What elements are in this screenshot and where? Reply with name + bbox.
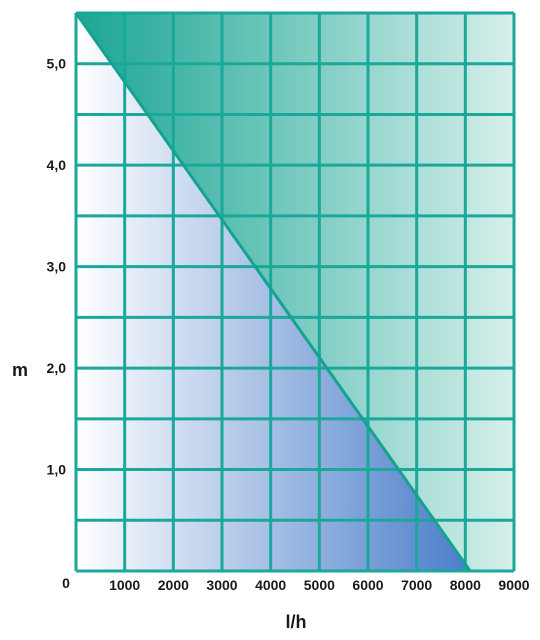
y-tick-label: 1,0 xyxy=(47,462,67,478)
x-axis-title: l/h xyxy=(286,612,307,632)
y-tick-label: 4,0 xyxy=(47,157,67,173)
y-axis-title: m xyxy=(12,360,28,380)
x-tick-label: 4000 xyxy=(255,577,286,593)
x-axis-ticks: 1000 2000 3000 4000 5000 6000 7000 8000 9000 xyxy=(109,577,530,593)
x-tick-label: 1000 xyxy=(109,577,140,593)
region-above-curve xyxy=(76,13,514,571)
x-tick-label: 7000 xyxy=(401,577,432,593)
y-tick-label: 2,0 xyxy=(47,360,67,376)
origin-label: 0 xyxy=(62,575,70,591)
x-tick-label: 2000 xyxy=(158,577,189,593)
x-tick-label: 8000 xyxy=(450,577,481,593)
grid xyxy=(74,11,516,573)
y-tick-label: 3,0 xyxy=(47,259,67,275)
performance-curve xyxy=(74,12,472,572)
area-layer xyxy=(76,13,514,571)
x-tick-label: 6000 xyxy=(352,577,383,593)
x-tick-label: 3000 xyxy=(206,577,237,593)
x-tick-label: 5000 xyxy=(304,577,335,593)
curve-layer xyxy=(74,12,472,572)
y-axis-ticks: 1,0 2,0 3,0 4,0 5,0 xyxy=(47,56,67,478)
y-tick-label: 5,0 xyxy=(47,56,67,72)
x-tick-label: 9000 xyxy=(498,577,529,593)
